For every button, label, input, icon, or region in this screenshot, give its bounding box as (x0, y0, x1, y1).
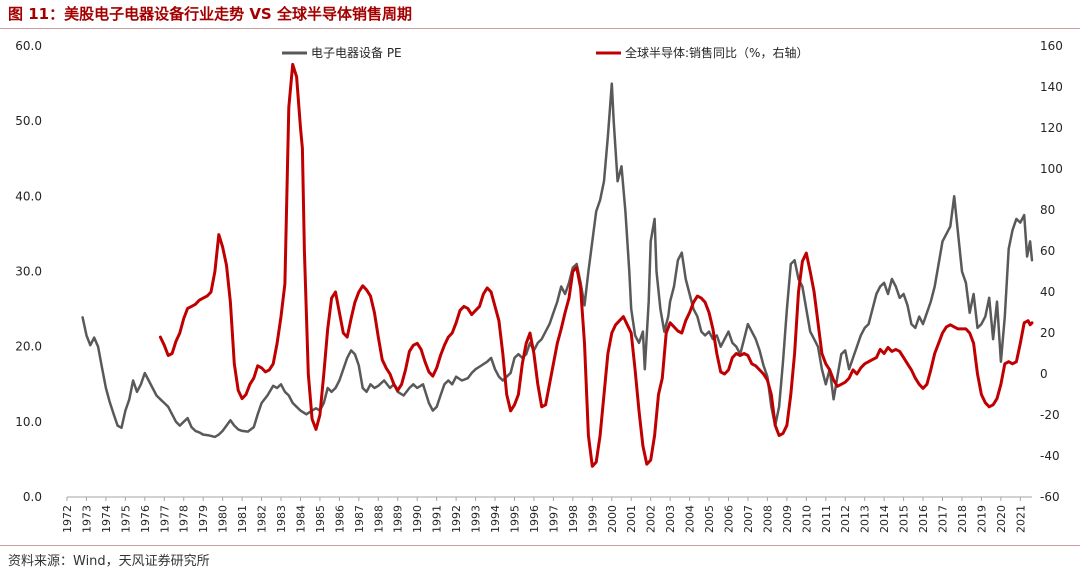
x-tick-label: 2008 (761, 505, 774, 533)
y-right-tick-label: 80 (1040, 203, 1055, 217)
y-left-tick-label: 10.0 (15, 415, 42, 429)
x-tick-label: 1980 (217, 505, 230, 533)
y-right-tick-label: 40 (1040, 285, 1055, 299)
y-left-tick-label: 0.0 (23, 490, 42, 504)
x-tick-label: 1997 (547, 505, 560, 533)
y-left-tick-label: 30.0 (15, 265, 42, 279)
title-divider (0, 28, 1080, 29)
footer-divider (0, 545, 1080, 546)
legend-label: 电子电器设备 PE (311, 46, 402, 60)
x-tick-label: 2020 (995, 505, 1008, 533)
x-tick-label: 1987 (353, 505, 366, 533)
legend-label: 全球半导体:销售同比（%，右轴） (625, 45, 808, 60)
x-tick-label: 2016 (917, 505, 930, 533)
x-tick-label: 1975 (119, 505, 132, 533)
x-tick-label: 2001 (625, 505, 638, 533)
x-tick-label: 2017 (937, 505, 950, 533)
x-tick-label: 1984 (294, 505, 307, 533)
x-tick-label: 2009 (781, 505, 794, 533)
x-tick-label: 2021 (1014, 505, 1027, 533)
x-tick-label: 1982 (256, 505, 269, 533)
y-right-tick-label: 160 (1040, 39, 1063, 53)
figure-title: 图 11：美股电子电器设备行业走势 VS 全球半导体销售周期 (8, 5, 412, 23)
x-tick-label: 2002 (645, 505, 658, 533)
x-tick-label: 1995 (508, 505, 521, 533)
x-tick-label: 1988 (372, 505, 385, 533)
x-tick-label: 1977 (158, 505, 171, 533)
x-tick-label: 2004 (684, 505, 697, 533)
x-tick-label: 2013 (859, 505, 872, 533)
x-tick-label: 1974 (100, 505, 113, 533)
x-tick-label: 2010 (800, 505, 813, 533)
x-tick-label: 1981 (236, 505, 249, 533)
y-right-tick-label: -20 (1040, 408, 1060, 422)
x-tick-label: 1990 (411, 505, 424, 533)
x-tick-label: 1999 (586, 505, 599, 533)
x-tick-label: 1993 (470, 505, 483, 533)
series-line-semiconductor-yoy (158, 62, 1034, 468)
x-tick-label: 1996 (528, 505, 541, 533)
y-left-tick-label: 40.0 (15, 189, 42, 203)
x-tick-label: 1992 (450, 505, 463, 533)
x-tick-label: 2018 (956, 505, 969, 533)
x-tick-label: 1979 (197, 505, 210, 533)
x-tick-label: 1983 (275, 505, 288, 533)
x-tick-label: 2007 (742, 505, 755, 533)
x-tick-label: 1986 (333, 505, 346, 533)
y-right-tick-label: -40 (1040, 449, 1060, 463)
series-line-pe (81, 82, 1034, 439)
y-right-tick-label: 60 (1040, 244, 1055, 258)
x-tick-label: 2012 (839, 505, 852, 533)
y-left-tick-label: 60.0 (15, 39, 42, 53)
lines-layer (81, 62, 1034, 468)
axes-layer: 0.0 10.0 20.0 30.0 40.0 50.0 60.0 -60 -40 -20 0 20 4… (15, 39, 1063, 533)
x-tick-label: 1973 (80, 505, 93, 533)
x-tick-label: 1991 (431, 505, 444, 533)
y-right-tick-label: 100 (1040, 162, 1063, 176)
x-tick-label: 2000 (606, 505, 619, 533)
x-tick-label: 2019 (975, 505, 988, 533)
x-tick-label: 1998 (567, 505, 580, 533)
x-tick-label: 1985 (314, 505, 327, 533)
y-right-tick-label: 20 (1040, 326, 1055, 340)
x-tick-label: 2011 (820, 505, 833, 533)
y-right-tick-label: -60 (1040, 490, 1060, 504)
x-tick-label: 2015 (898, 505, 911, 533)
x-tick-label: 1978 (178, 505, 191, 533)
y-left-tick-label: 50.0 (15, 114, 42, 128)
x-tick-label: 1976 (139, 505, 152, 533)
x-tick-label: 2006 (722, 505, 735, 533)
y-right-tick-label: 120 (1040, 121, 1063, 135)
x-tick-label: 2003 (664, 505, 677, 533)
y-left-tick-label: 20.0 (15, 340, 42, 354)
chart-svg: 0.0 10.0 20.0 30.0 40.0 50.0 60.0 -60 -40 -20 0 20 4… (15, 39, 1063, 533)
x-tick-label: 1994 (489, 505, 502, 533)
x-tick-label: 1989 (392, 505, 405, 533)
y-right-tick-label: 140 (1040, 80, 1063, 94)
x-tick-label: 2005 (703, 505, 716, 533)
y-right-tick-label: 0 (1040, 367, 1048, 381)
source-note: 资料来源：Wind，天风证券研究所 (8, 554, 210, 569)
x-tick-label: 2014 (878, 505, 891, 533)
x-tick-label: 1972 (61, 505, 74, 533)
legend-layer: 电子电器设备 PE 全球半导体:销售同比（%，右轴） (282, 45, 808, 60)
